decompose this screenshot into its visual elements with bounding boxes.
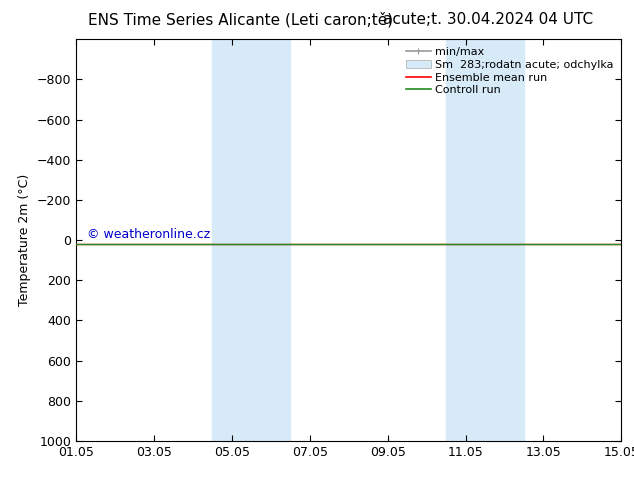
Bar xyxy=(446,39,524,441)
Bar xyxy=(212,39,290,441)
Text: ENS Time Series Alicante (Leti caron;tě): ENS Time Series Alicante (Leti caron;tě) xyxy=(88,12,394,28)
Legend: min/max, Sm  283;rodatn acute; odchylka, Ensemble mean run, Controll run: min/max, Sm 283;rodatn acute; odchylka, … xyxy=(404,45,616,98)
Text: © weatheronline.cz: © weatheronline.cz xyxy=(87,227,210,241)
Y-axis label: Temperature 2m (°C): Temperature 2m (°C) xyxy=(18,174,31,306)
Text: acute;t. 30.04.2024 04 UTC: acute;t. 30.04.2024 04 UTC xyxy=(383,12,593,27)
